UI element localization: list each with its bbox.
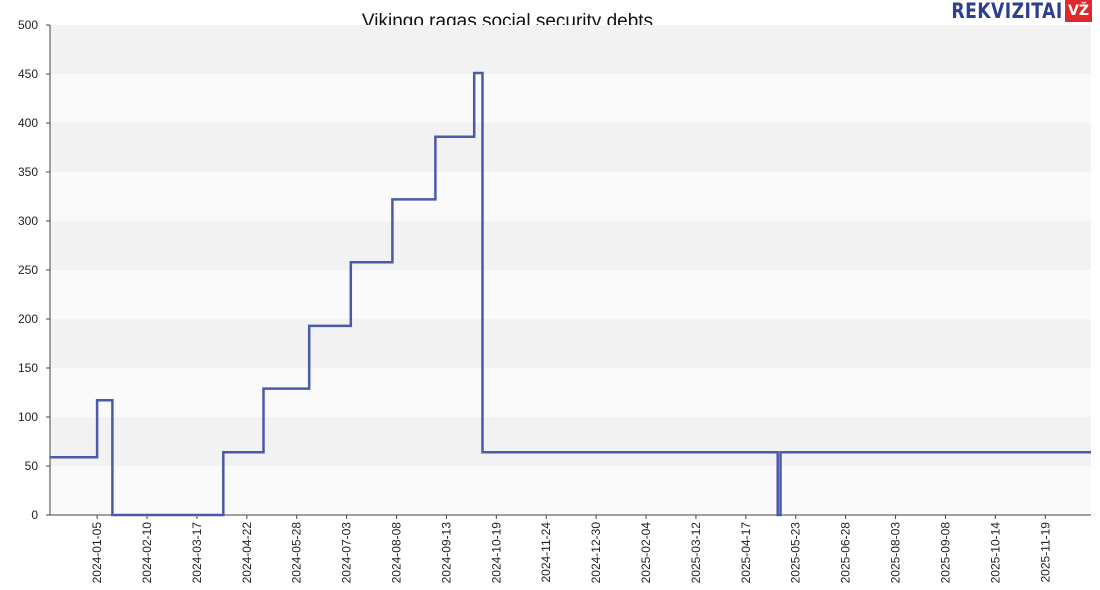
y-tick-label: 350 bbox=[18, 165, 38, 179]
x-tick-label: 2025-05-23 bbox=[789, 522, 803, 584]
x-tick-label: 2024-10-19 bbox=[489, 522, 503, 584]
y-tick-label: 450 bbox=[18, 67, 38, 81]
grid-band bbox=[50, 466, 1091, 515]
x-tick-label: 2025-11-19 bbox=[1038, 522, 1052, 583]
x-tick-label: 2024-03-17 bbox=[190, 522, 204, 584]
x-tick-label: 2025-10-14 bbox=[988, 522, 1002, 584]
grid-bands bbox=[50, 25, 1091, 515]
y-tick-label: 150 bbox=[18, 361, 38, 375]
x-tick-label: 2025-09-08 bbox=[938, 522, 952, 584]
x-tick-label: 2024-11-24 bbox=[539, 522, 553, 583]
grid-band bbox=[50, 123, 1091, 172]
x-tick-label: 2024-08-08 bbox=[390, 522, 404, 584]
y-tick-label: 0 bbox=[31, 508, 38, 522]
y-axis-ticks: 0 50 100 150 200 250 300 350 400 450 500 bbox=[18, 18, 50, 522]
y-tick-label: 100 bbox=[18, 410, 38, 424]
x-tick-label: 2024-04-22 bbox=[240, 522, 254, 584]
grid-band bbox=[50, 74, 1091, 123]
grid-band bbox=[50, 221, 1091, 270]
logo-text: REKVIZITAI bbox=[951, 0, 1063, 23]
x-tick-label: 2025-06-28 bbox=[839, 522, 853, 584]
x-axis-ticks: 2024-01-05 2024-02-10 2024-03-17 2024-04-22… bbox=[90, 515, 1052, 583]
series-line bbox=[50, 71, 1091, 517]
logo-badge: VŽ bbox=[1065, 0, 1092, 22]
x-tick-label: 2025-04-17 bbox=[739, 522, 753, 584]
y-tick-label: 500 bbox=[18, 18, 38, 32]
series-layer bbox=[50, 71, 1091, 517]
grid-band bbox=[50, 25, 1091, 74]
grid-band bbox=[50, 270, 1091, 319]
grid-band bbox=[50, 172, 1091, 221]
grid-band bbox=[50, 417, 1091, 466]
x-tick-label: 2024-05-28 bbox=[290, 522, 304, 584]
y-tick-label: 300 bbox=[18, 214, 38, 228]
x-tick-label: 2025-03-12 bbox=[689, 522, 703, 584]
grid-band bbox=[50, 319, 1091, 368]
x-tick-label: 2024-07-03 bbox=[340, 522, 354, 584]
y-tick-label: 400 bbox=[18, 116, 38, 130]
x-tick-label: 2024-02-10 bbox=[140, 522, 154, 584]
y-tick-label: 200 bbox=[18, 312, 38, 326]
grid-band bbox=[50, 368, 1091, 417]
x-tick-label: 2024-12-30 bbox=[589, 522, 603, 584]
x-tick-label: 2024-01-05 bbox=[90, 522, 104, 584]
x-tick-label: 2025-08-03 bbox=[889, 522, 903, 584]
brand-logo[interactable]: REKVIZITAI VŽ bbox=[927, 0, 1092, 22]
x-tick-label: 2025-02-04 bbox=[639, 522, 653, 584]
y-tick-label: 250 bbox=[18, 263, 38, 277]
y-tick-label: 50 bbox=[25, 459, 39, 473]
x-tick-label: 2024-09-13 bbox=[439, 522, 453, 584]
